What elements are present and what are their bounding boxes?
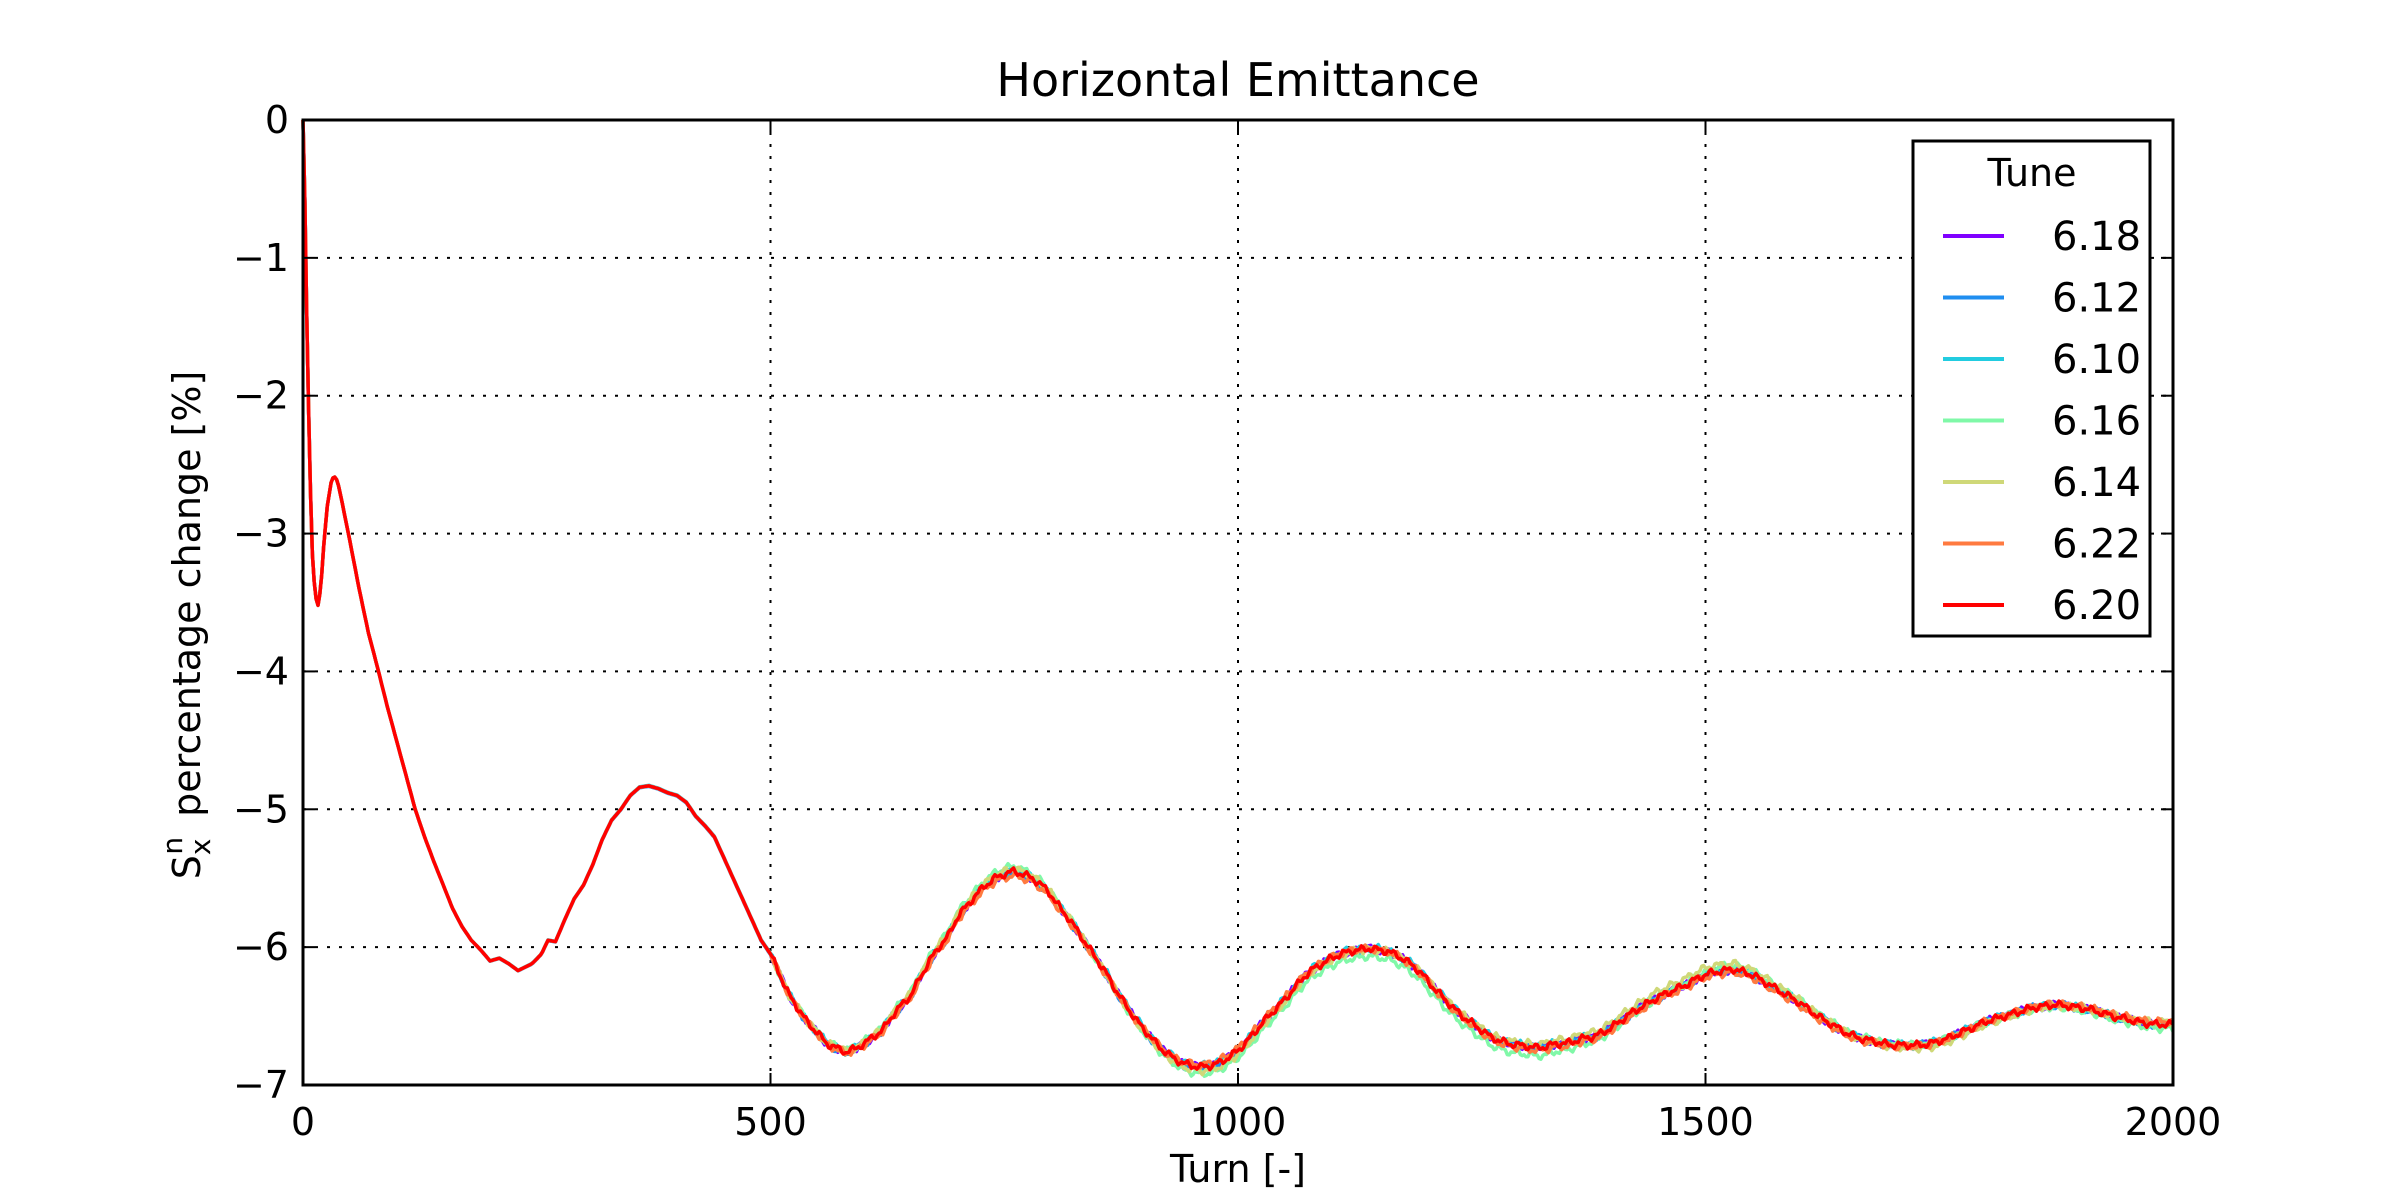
x-tick-label: 1000	[1190, 1100, 1287, 1144]
legend-title: Tune	[1987, 151, 2077, 195]
chart-title: Horizontal Emittance	[996, 53, 1479, 107]
legend: Tune 6.18 6.12 6.10 6.16 6.14 6.22 6.20	[1911, 139, 2152, 638]
y-tick-label: 0	[265, 98, 289, 142]
y-axis-label-main: S	[165, 855, 209, 879]
legend-entry-6-12: 6.12	[1943, 276, 2141, 322]
series-line-6-16	[301, 119, 2175, 1078]
y-tick-label: −2	[233, 374, 289, 418]
y-tick-label: −7	[233, 1063, 289, 1107]
series-lines	[301, 119, 2175, 1078]
y-tick-label: −5	[233, 787, 289, 831]
legend-entry-6-18: 6.18	[1943, 214, 2141, 260]
y-axis-label: Sxn percentage change [%]	[156, 371, 217, 880]
legend-label: 6.16	[2052, 399, 2141, 445]
x-tick-label: 0	[291, 1100, 315, 1144]
legend-label: 6.10	[2052, 337, 2141, 383]
legend-box	[1911, 139, 2152, 638]
series-line-6-12	[301, 119, 2175, 1073]
series-line-6-18	[301, 119, 2175, 1072]
y-tick-label: −1	[233, 236, 289, 280]
x-axis-label: Turn [-]	[1169, 1147, 1306, 1191]
legend-entry-6-16: 6.16	[1943, 399, 2141, 445]
legend-entry-6-10: 6.10	[1943, 337, 2141, 383]
x-tick-label: 2000	[2125, 1100, 2222, 1144]
y-tick-label: −6	[233, 925, 289, 969]
svg-text:Sxnpercentage change [%]: Sxn percentage change [%]	[156, 371, 217, 880]
legend-entry-6-20: 6.20	[1943, 583, 2141, 629]
x-tick-label: 1500	[1657, 1100, 1754, 1144]
x-tick-label: 500	[734, 1100, 807, 1144]
legend-entry-6-22: 6.22	[1943, 522, 2141, 568]
y-ticks: 0 −1 −2 −3 −4 −5 −6 −7	[233, 98, 2173, 1107]
legend-label: 6.12	[2052, 276, 2141, 322]
y-axis-label-sup: n	[156, 837, 189, 855]
legend-label: 6.20	[2052, 583, 2141, 629]
series-line-6-14	[301, 119, 2175, 1077]
legend-label: 6.14	[2052, 460, 2141, 506]
grid-lines	[302, 119, 2174, 1086]
y-tick-label: −3	[233, 512, 289, 556]
y-tick-label: −4	[233, 649, 289, 693]
y-axis-label-sub: x	[184, 839, 217, 856]
y-axis-label-rest: percentage change [%]	[165, 371, 209, 817]
legend-label: 6.18	[2052, 214, 2141, 260]
legend-entry-6-14: 6.14	[1943, 460, 2141, 506]
legend-entries: 6.18 6.12 6.10 6.16 6.14 6.22 6.20	[1943, 214, 2141, 629]
series-line-6-20	[301, 119, 2175, 1072]
x-ticks: 0 500 1000 1500 2000	[291, 120, 2221, 1144]
legend-label: 6.22	[2052, 522, 2141, 568]
